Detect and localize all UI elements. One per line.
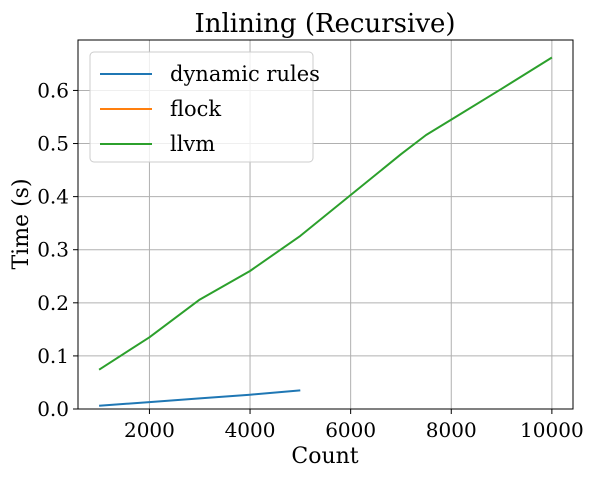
y-tick-label: 0.5 (37, 132, 69, 156)
series-line-dynamic-rules (99, 389, 301, 407)
x-tick-label: 2000 (124, 418, 175, 442)
x-tick-label: 10000 (520, 418, 584, 442)
legend-label-flock: flock (170, 97, 221, 121)
axis-ticks: 2000 4000 6000 8000 10000 0.0 0.1 0.2 0.3 0.4 0.5 0… (37, 78, 583, 442)
x-tick-label: 4000 (225, 418, 276, 442)
chart-title: Inlining (Recursive) (194, 9, 455, 39)
y-axis-label: Time (s) (9, 178, 34, 269)
legend-label-dynamic-rules: dynamic rules (170, 62, 320, 86)
y-tick-label: 0.6 (37, 78, 69, 102)
x-tick-label: 6000 (325, 418, 376, 442)
series-line-llvm (98, 56, 553, 371)
y-tick-label: 0.2 (37, 291, 69, 315)
y-tick-label: 0.0 (37, 397, 69, 421)
legend-box (89, 51, 314, 163)
y-tick-label: 0.3 (37, 238, 69, 262)
legend: dynamic rules flock llvm (89, 51, 320, 163)
y-tick-label: 0.1 (37, 344, 69, 368)
y-tick-label: 0.4 (37, 185, 69, 209)
x-tick-label: 8000 (426, 418, 477, 442)
legend-label-llvm: llvm (170, 132, 215, 156)
plot-frame (77, 39, 574, 410)
x-axis-label: Count (291, 444, 358, 469)
series-lines (98, 56, 553, 407)
